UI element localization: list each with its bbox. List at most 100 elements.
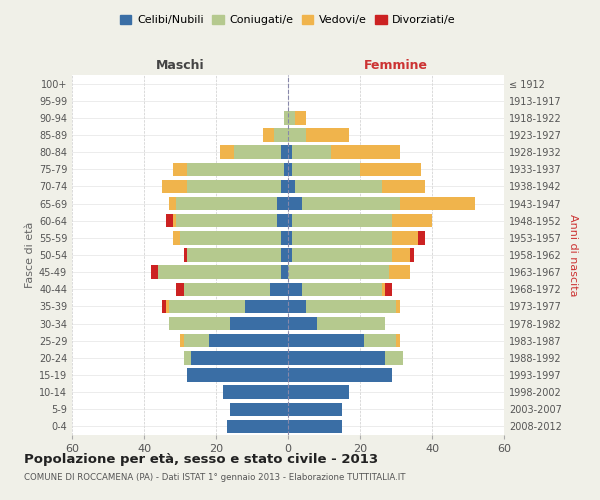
Bar xyxy=(234,146,281,159)
Bar xyxy=(292,162,360,176)
Bar xyxy=(410,248,414,262)
Bar xyxy=(392,214,432,228)
Bar xyxy=(230,402,288,416)
Bar xyxy=(302,282,382,296)
Bar xyxy=(187,368,288,382)
Bar xyxy=(220,146,234,159)
Bar xyxy=(288,317,317,330)
Bar xyxy=(295,111,306,124)
Bar xyxy=(331,146,400,159)
Bar xyxy=(418,231,425,244)
Bar xyxy=(169,300,245,313)
Bar xyxy=(389,266,410,279)
Text: Maschi: Maschi xyxy=(155,58,205,71)
Legend: Celibi/Nubili, Coniugati/e, Vedovi/e, Divorziati/e: Celibi/Nubili, Coniugati/e, Vedovi/e, Di… xyxy=(116,10,460,30)
Bar xyxy=(281,231,288,244)
Bar xyxy=(166,214,173,228)
Bar xyxy=(392,231,418,244)
Bar xyxy=(292,248,392,262)
Bar xyxy=(292,214,392,228)
Bar xyxy=(288,111,295,124)
Bar xyxy=(284,111,288,124)
Bar xyxy=(288,162,292,176)
Bar xyxy=(288,248,292,262)
Bar xyxy=(288,197,302,210)
Bar xyxy=(400,197,475,210)
Bar xyxy=(288,420,342,433)
Bar xyxy=(184,282,270,296)
Bar xyxy=(166,300,169,313)
Bar xyxy=(227,420,288,433)
Bar xyxy=(396,300,400,313)
Bar xyxy=(176,214,277,228)
Bar xyxy=(281,248,288,262)
Text: COMUNE DI ROCCAMENA (PA) - Dati ISTAT 1° gennaio 2013 - Elaborazione TUTTITALIA.: COMUNE DI ROCCAMENA (PA) - Dati ISTAT 1°… xyxy=(24,472,406,482)
Bar xyxy=(288,282,302,296)
Bar xyxy=(396,334,400,347)
Bar xyxy=(176,282,184,296)
Bar xyxy=(385,282,392,296)
Bar xyxy=(302,197,400,210)
Bar xyxy=(392,248,410,262)
Bar xyxy=(306,128,349,141)
Bar xyxy=(288,351,385,364)
Bar xyxy=(191,351,288,364)
Bar xyxy=(158,266,281,279)
Y-axis label: Fasce di età: Fasce di età xyxy=(25,222,35,288)
Bar xyxy=(180,334,184,347)
Bar xyxy=(270,282,288,296)
Bar xyxy=(382,282,385,296)
Bar xyxy=(184,334,209,347)
Bar xyxy=(281,180,288,193)
Bar xyxy=(169,317,230,330)
Bar xyxy=(385,351,403,364)
Bar xyxy=(176,197,277,210)
Text: Popolazione per età, sesso e stato civile - 2013: Popolazione per età, sesso e stato civil… xyxy=(24,452,378,466)
Bar xyxy=(173,231,180,244)
Bar xyxy=(288,368,392,382)
Bar xyxy=(263,128,274,141)
Bar xyxy=(288,214,292,228)
Bar xyxy=(151,266,158,279)
Bar xyxy=(162,180,187,193)
Y-axis label: Anni di nascita: Anni di nascita xyxy=(568,214,578,296)
Bar xyxy=(288,386,349,399)
Bar xyxy=(173,214,176,228)
Bar xyxy=(230,317,288,330)
Bar xyxy=(274,128,288,141)
Bar xyxy=(169,197,176,210)
Bar xyxy=(277,214,288,228)
Bar xyxy=(281,266,288,279)
Bar xyxy=(223,386,288,399)
Bar xyxy=(306,300,396,313)
Bar xyxy=(187,248,281,262)
Text: Femmine: Femmine xyxy=(364,58,428,71)
Bar xyxy=(180,231,281,244)
Bar xyxy=(173,162,187,176)
Bar xyxy=(288,300,306,313)
Bar xyxy=(292,231,392,244)
Bar xyxy=(184,248,187,262)
Bar xyxy=(187,180,281,193)
Bar xyxy=(288,231,292,244)
Bar xyxy=(292,146,331,159)
Bar xyxy=(245,300,288,313)
Bar xyxy=(360,162,421,176)
Bar xyxy=(162,300,166,313)
Bar xyxy=(284,162,288,176)
Bar xyxy=(295,180,382,193)
Bar xyxy=(184,351,191,364)
Bar xyxy=(288,146,292,159)
Bar xyxy=(288,402,342,416)
Bar xyxy=(288,266,389,279)
Bar xyxy=(288,128,306,141)
Bar xyxy=(209,334,288,347)
Bar xyxy=(187,162,284,176)
Bar xyxy=(382,180,425,193)
Bar xyxy=(277,197,288,210)
Bar xyxy=(288,334,364,347)
Bar xyxy=(364,334,396,347)
Bar xyxy=(288,180,295,193)
Bar xyxy=(281,146,288,159)
Bar xyxy=(317,317,385,330)
